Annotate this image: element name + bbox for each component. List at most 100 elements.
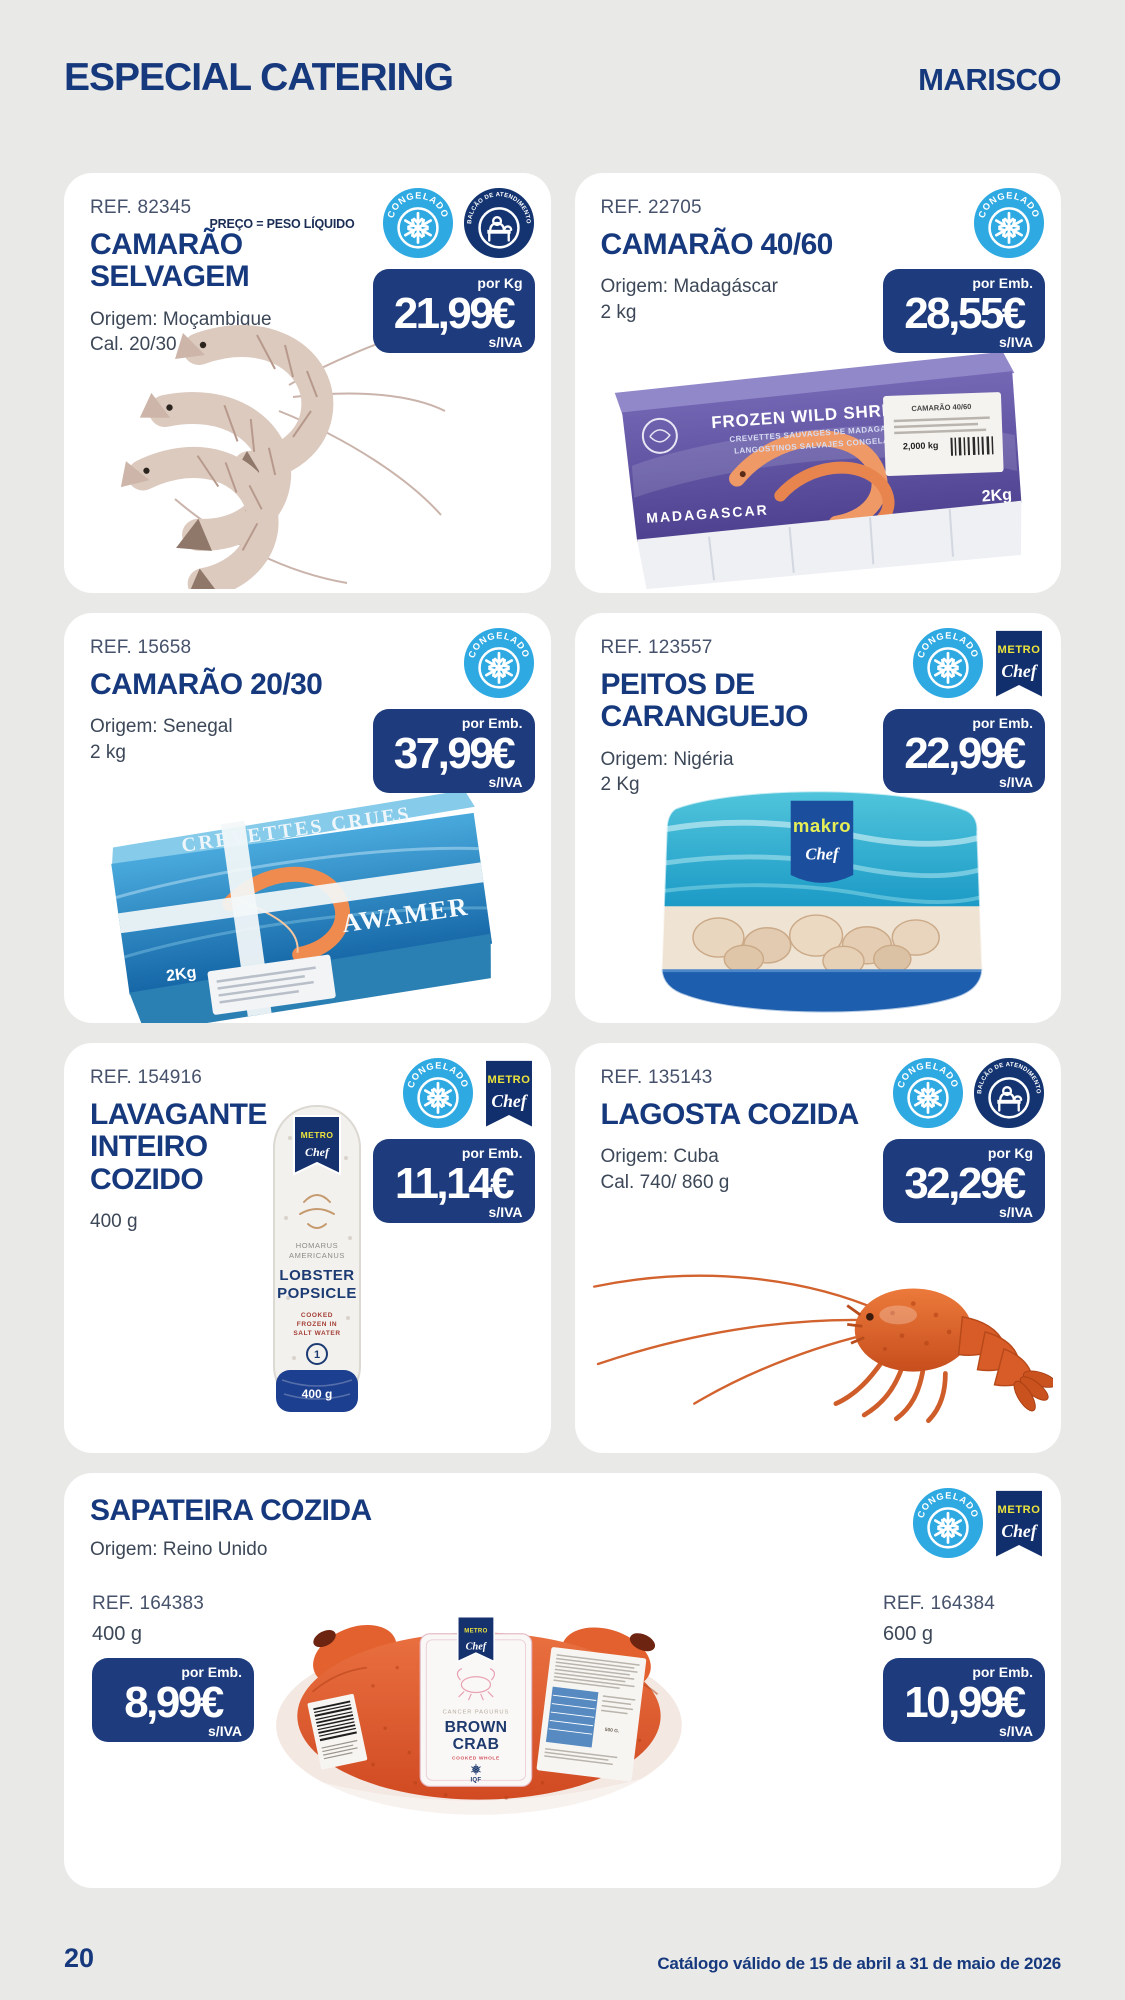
variant-ref: REF. 164384 xyxy=(883,1593,996,1614)
congelado-badge: CONGELADO xyxy=(892,1057,964,1129)
chef-label: Chef xyxy=(1001,661,1038,681)
balcao-atendimento-badge: BALCÃO DE ATENDIMENTO xyxy=(973,1057,1045,1129)
congelado-badge: CONGELADO xyxy=(912,627,984,699)
chef-label: Chef xyxy=(305,1145,330,1159)
congelado-badge: CONGELADO xyxy=(402,1057,473,1129)
price-unit: por Emb. xyxy=(972,275,1033,291)
price-tag: por Emb. 8,99€ s/IVA xyxy=(92,1658,254,1742)
product-weight: 2 Kg xyxy=(600,774,640,796)
product-details: Origem: Senegal 2 kg xyxy=(90,714,551,765)
product-card-camarao-40-60: REF. 22705 CAMARÃO 40/60 Origem: Madagás… xyxy=(574,173,1062,593)
variant-ref: REF. 164383 xyxy=(92,1593,205,1614)
price-tax: s/IVA xyxy=(488,774,523,790)
price-value: 21,99€ xyxy=(393,289,516,338)
congelado-badge: CONGELADO xyxy=(463,627,534,699)
category-title: MARISCO xyxy=(918,62,1061,97)
product-image-shrimp-box: FROZEN WILD SHRIMPS CREVETTES SAUVAGES D… xyxy=(614,351,1021,590)
badge-row: CONGELADO METRO Chef xyxy=(912,1487,1045,1563)
product-details: Origem: Nigéria 2 Kg xyxy=(601,747,1062,798)
product-details: Origem: Moçambique Cal. 20/30 xyxy=(90,307,551,358)
product-caliber: Cal. 20/30 xyxy=(90,334,177,356)
catalog-content: REF. 82345 CAMARÃO SELVAGEM Origem: Moça… xyxy=(64,173,1061,1888)
pack-name-1: BROWN xyxy=(445,1719,508,1736)
price-tax: s/IVA xyxy=(208,1723,242,1739)
pack-desc-2: FROZEN IN xyxy=(297,1321,337,1328)
badge-row: CONGELADO METRO Chef xyxy=(912,627,1045,703)
pack-iqf-label: IQF xyxy=(470,1777,481,1783)
price-unit: por Emb. xyxy=(972,1664,1033,1680)
product-image-spiny-lobster xyxy=(592,1274,1053,1424)
pack-desc-1: COOKED xyxy=(301,1312,333,1319)
chef-label: Chef xyxy=(1001,1521,1038,1541)
price-value: 28,55€ xyxy=(904,289,1026,338)
variant-600g: REF. 164384 600 g por Emb. 10,99€ s/IVA xyxy=(883,1593,1045,1742)
price-tag: por Emb. 11,14€ s/IVA xyxy=(372,1139,535,1223)
metro-chef-badge: METRO Chef xyxy=(993,1488,1045,1561)
price-tax: s/IVA xyxy=(999,1204,1033,1220)
price-tag: por Emb. 37,99€ s/IVA xyxy=(372,709,535,793)
product-name: LAVAGANTE INTEIRO COZIDO xyxy=(90,1098,267,1196)
makro-chef-label: Chef xyxy=(805,844,840,863)
pack-name-1: LOBSTER xyxy=(279,1267,354,1284)
product-details: Origem: Madagáscar 2 kg xyxy=(601,274,1062,325)
product-name: LAGOSTA COZIDA xyxy=(600,1098,860,1131)
product-image-crab-meat-bag: makro Chef xyxy=(660,790,983,1014)
product-ref: REF. 135143 xyxy=(600,1067,713,1088)
product-origin: Origem: Reino Unido xyxy=(90,1539,268,1561)
balcao-atendimento-badge: BALCÃO DE ATENDIMENTO xyxy=(463,187,534,259)
product-ref: REF. 123557 xyxy=(600,637,713,658)
makro-label: makro xyxy=(792,815,850,836)
price-tag: por Emb. 28,55€ s/IVA xyxy=(883,269,1045,353)
product-name: SAPATEIRA COZIDA xyxy=(90,1494,372,1527)
product-origin: Origem: Moçambique xyxy=(90,308,272,330)
chef-label: Chef xyxy=(466,1641,488,1652)
pack-desc-3: SALT WATER xyxy=(293,1330,340,1337)
price-note: PREÇO = PESO LÍQUIDO xyxy=(209,217,355,231)
metro-chef-badge: METRO Chef xyxy=(483,1058,534,1131)
price-unit: por Kg xyxy=(987,1145,1033,1161)
product-weight: 400 g xyxy=(90,1211,138,1233)
badge-row: CONGELADO xyxy=(463,627,535,699)
product-name: CAMARÃO SELVAGEM xyxy=(90,228,250,294)
metro-label: METRO xyxy=(998,644,1041,656)
price-unit: por Emb. xyxy=(972,715,1033,731)
product-card-camarao-20-30: REF. 15658 CAMARÃO 20/30 Origem: Senegal… xyxy=(64,613,551,1023)
product-weight: 2 kg xyxy=(90,742,126,764)
product-weight: 2 kg xyxy=(600,302,637,324)
page-footer: 20 Catálogo válido de 15 de abril a 31 d… xyxy=(64,1943,1061,1974)
price-tax: s/IVA xyxy=(488,1204,523,1220)
sticker-title: CAMARÃO 40/60 xyxy=(911,402,971,413)
product-image-blue-shrimp-box: CREVETTES CRUES AWAMER 2Kg xyxy=(111,789,493,1023)
pack-latin-2: AMERICANUS xyxy=(289,1251,345,1260)
price-tag: por Kg 32,29€ s/IVA xyxy=(883,1139,1045,1223)
product-image-brown-crab: 500 G. METRO Chef CANCER PAGURUS BROWN C… xyxy=(276,1616,682,1817)
variant-weight: 600 g xyxy=(883,1623,934,1645)
price-tag: por Kg 21,99€ s/IVA xyxy=(372,269,535,353)
price-unit: por Emb. xyxy=(461,1145,523,1161)
page-number: 20 xyxy=(64,1943,95,1973)
price-value: 8,99€ xyxy=(124,1678,224,1727)
pack-name-2: CRAB xyxy=(453,1736,500,1753)
variant-weight: 400 g xyxy=(92,1623,143,1645)
metro-label: METRO xyxy=(998,1504,1041,1516)
metro-label: METRO xyxy=(487,1074,530,1086)
validity-note: Catálogo válido de 15 de abril a 31 de m… xyxy=(657,1954,1061,1973)
metro-label: METRO xyxy=(464,1629,487,1635)
badge-row: CONGELADO METRO Chef xyxy=(402,1057,535,1133)
product-card-sapateira: SAPATEIRA COZIDA Origem: Reino Unido CON… xyxy=(64,1473,1061,1888)
sticker-weight: 2,000 kg xyxy=(902,440,938,451)
badge-row: CONGELADO BALCÃO DE ATENDIMENTO xyxy=(382,187,535,259)
product-details: 400 g xyxy=(90,1209,551,1235)
product-ref: REF. 15658 xyxy=(90,637,192,658)
price-value: 37,99€ xyxy=(393,729,516,778)
chef-label: Chef xyxy=(491,1091,528,1111)
product-ref: REF. 154916 xyxy=(90,1067,203,1088)
price-unit: por Emb. xyxy=(461,715,523,731)
pack-latin: CANCER PAGURUS xyxy=(443,1710,510,1716)
product-details: Origem: Cuba Cal. 740/ 860 g xyxy=(601,1144,1062,1195)
badge-row: CONGELADO xyxy=(973,187,1045,259)
box-weight: 2Kg xyxy=(981,486,1012,505)
pack-name-2: POPSICLE xyxy=(277,1285,357,1302)
price-tag: por Emb. 10,99€ s/IVA xyxy=(883,1658,1045,1742)
page-title: ESPECIAL CATERING xyxy=(64,56,454,99)
